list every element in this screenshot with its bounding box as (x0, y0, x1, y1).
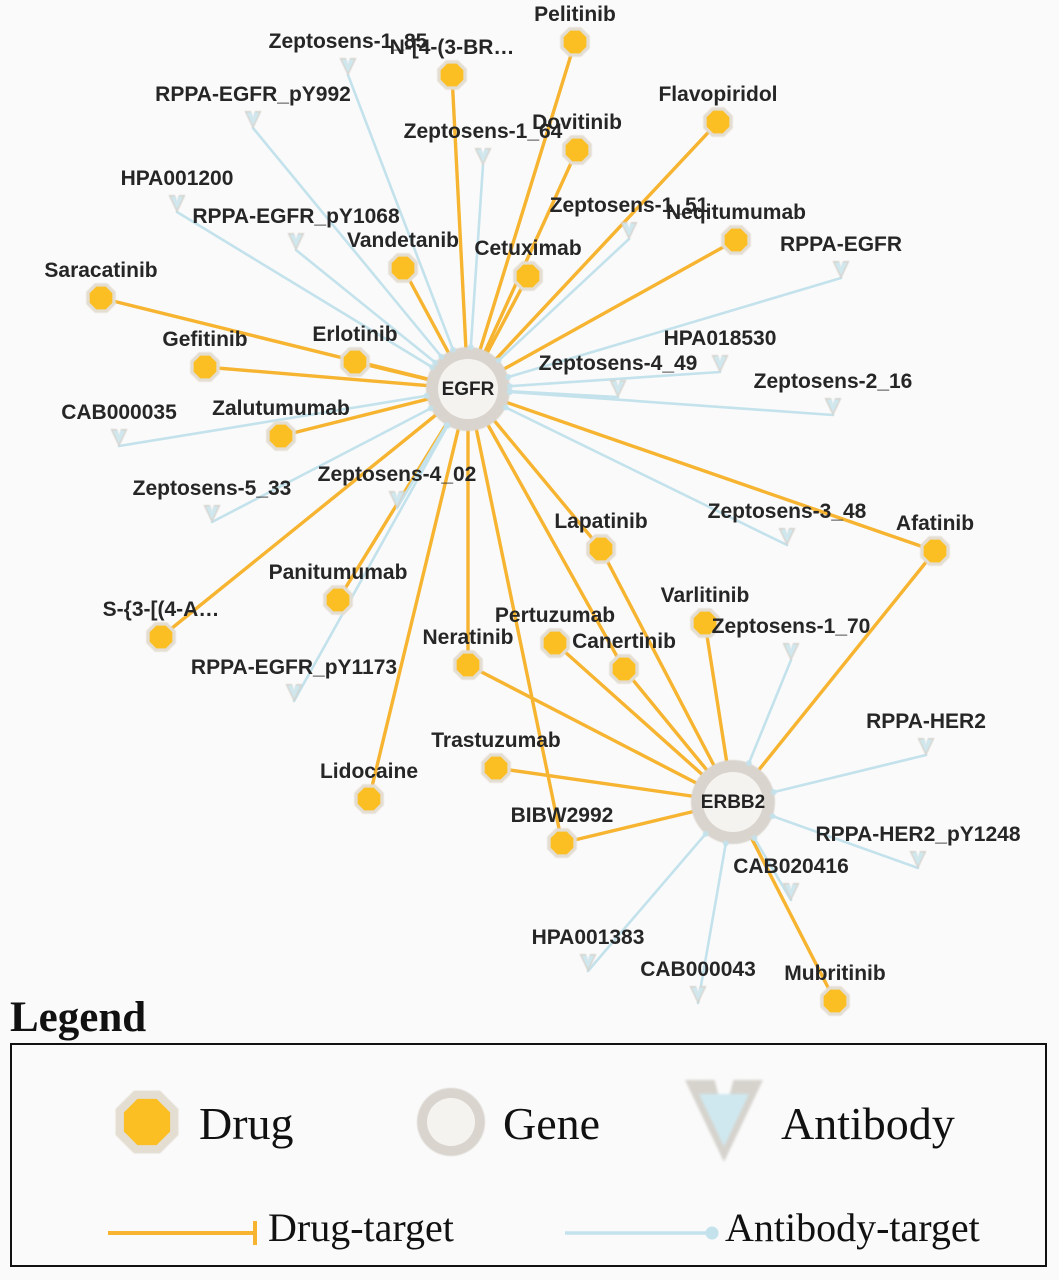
svg-text:HPA001200: HPA001200 (121, 167, 234, 190)
svg-text:Trastuzumab: Trastuzumab (431, 729, 561, 752)
svg-text:Antibody-target: Antibody-target (725, 1205, 980, 1250)
svg-text:Cetuximab: Cetuximab (474, 237, 581, 260)
svg-text:RPPA-HER2: RPPA-HER2 (866, 710, 986, 733)
svg-text:Zeptosens-3_48: Zeptosens-3_48 (708, 500, 867, 523)
svg-text:S-{3-[(4-A…: S-{3-[(4-A… (103, 598, 220, 621)
svg-text:Zeptosens-1_64: Zeptosens-1_64 (404, 120, 563, 143)
svg-text:Flavopiridol: Flavopiridol (658, 83, 777, 106)
svg-text:Zeptosens-1_51: Zeptosens-1_51 (550, 194, 709, 217)
svg-text:Zeptosens-2_16: Zeptosens-2_16 (754, 370, 913, 393)
svg-text:Antibody: Antibody (781, 1098, 955, 1149)
svg-text:Canertinib: Canertinib (572, 630, 676, 653)
svg-text:Gene: Gene (503, 1098, 600, 1149)
svg-text:Lidocaine: Lidocaine (320, 760, 418, 783)
svg-text:HPA018530: HPA018530 (664, 327, 777, 350)
svg-text:Varlitinib: Varlitinib (661, 584, 750, 607)
svg-text:Saracatinib: Saracatinib (44, 259, 157, 282)
svg-text:HPA001383: HPA001383 (532, 926, 645, 949)
svg-text:Zeptosens-4_49: Zeptosens-4_49 (539, 352, 698, 375)
svg-text:CAB000043: CAB000043 (640, 958, 756, 981)
svg-text:Afatinib: Afatinib (896, 512, 974, 535)
svg-text:Pelitinib: Pelitinib (534, 3, 616, 26)
svg-text:Zeptosens-1_85: Zeptosens-1_85 (269, 30, 428, 53)
svg-text:BIBW2992: BIBW2992 (511, 804, 614, 827)
svg-text:Drug-target: Drug-target (268, 1205, 454, 1250)
svg-text:CAB000035: CAB000035 (61, 401, 177, 424)
svg-text:Pertuzumab: Pertuzumab (495, 604, 615, 627)
svg-text:Erlotinib: Erlotinib (312, 323, 397, 346)
svg-text:Zeptosens-4_02: Zeptosens-4_02 (318, 463, 477, 486)
svg-text:Zeptosens-1_70: Zeptosens-1_70 (712, 615, 871, 638)
svg-text:Panitumumab: Panitumumab (269, 561, 408, 584)
svg-text:Gefitinib: Gefitinib (162, 328, 247, 351)
svg-text:Neratinib: Neratinib (422, 626, 513, 649)
svg-text:Zalutumumab: Zalutumumab (212, 397, 350, 420)
svg-text:RPPA-EGFR_pY1173: RPPA-EGFR_pY1173 (191, 656, 397, 679)
svg-text:RPPA-HER2_pY1248: RPPA-HER2_pY1248 (815, 823, 1020, 846)
svg-text:RPPA-EGFR_pY1068: RPPA-EGFR_pY1068 (192, 205, 400, 228)
svg-text:RPPA-EGFR: RPPA-EGFR (780, 233, 902, 256)
svg-text:CAB020416: CAB020416 (733, 855, 849, 878)
svg-text:Vandetanib: Vandetanib (347, 229, 459, 252)
svg-text:EGFR: EGFR (442, 379, 495, 400)
svg-text:Mubritinib: Mubritinib (784, 962, 885, 985)
svg-text:Zeptosens-5_33: Zeptosens-5_33 (133, 477, 292, 500)
svg-text:Lapatinib: Lapatinib (554, 510, 647, 533)
svg-text:ERBB2: ERBB2 (701, 792, 765, 813)
svg-text:Drug: Drug (199, 1098, 294, 1149)
svg-text:RPPA-EGFR_pY992: RPPA-EGFR_pY992 (155, 83, 351, 106)
